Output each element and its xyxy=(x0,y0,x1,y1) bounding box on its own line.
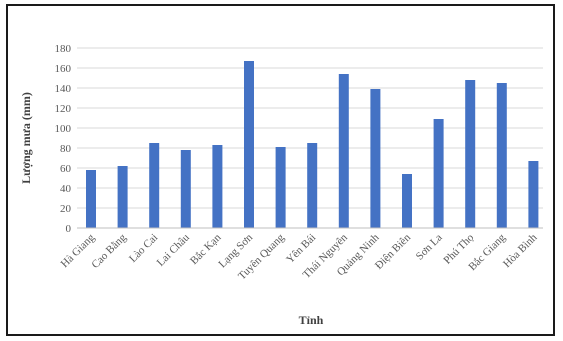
bar xyxy=(465,80,476,228)
bar xyxy=(307,143,318,228)
y-tick-label: 40 xyxy=(60,183,72,195)
x-category-label: Cao Bằng xyxy=(89,231,129,271)
y-tick-label: 180 xyxy=(55,43,72,55)
bar xyxy=(212,145,223,228)
y-tick-label: 100 xyxy=(55,123,72,135)
bar xyxy=(275,147,286,228)
bar xyxy=(433,119,444,228)
bar xyxy=(149,143,160,228)
x-axis-title: Tỉnh xyxy=(299,313,324,327)
y-tick-label: 120 xyxy=(55,103,72,115)
bar xyxy=(338,74,349,228)
x-category-label: Hòa Bình xyxy=(501,231,540,270)
x-category-label: Lai Châu xyxy=(155,231,193,269)
bar xyxy=(180,150,191,228)
y-tick-label: 80 xyxy=(60,143,72,155)
y-tick-label: 60 xyxy=(60,163,72,175)
bar xyxy=(244,61,254,228)
y-axis-title: Lượng mưa (mm) xyxy=(19,92,33,184)
bar xyxy=(117,166,128,228)
y-tick-label: 140 xyxy=(55,83,72,95)
bar xyxy=(370,89,381,228)
y-tick-label: 20 xyxy=(60,203,72,215)
y-tick-label: 0 xyxy=(66,223,72,235)
bar xyxy=(528,161,539,228)
bars xyxy=(86,61,539,228)
x-category-label: Điện Biên xyxy=(373,231,414,272)
bar xyxy=(496,83,507,228)
bar xyxy=(86,170,96,228)
bar xyxy=(402,174,412,228)
y-tick-label: 160 xyxy=(55,63,72,75)
chart-frame: 0 20 40 60 80 100 120 140 160 180 Hà Giang Cao Bằn… xyxy=(6,4,555,336)
y-axis-ticks: 0 20 40 60 80 100 120 140 160 180 xyxy=(55,43,72,235)
